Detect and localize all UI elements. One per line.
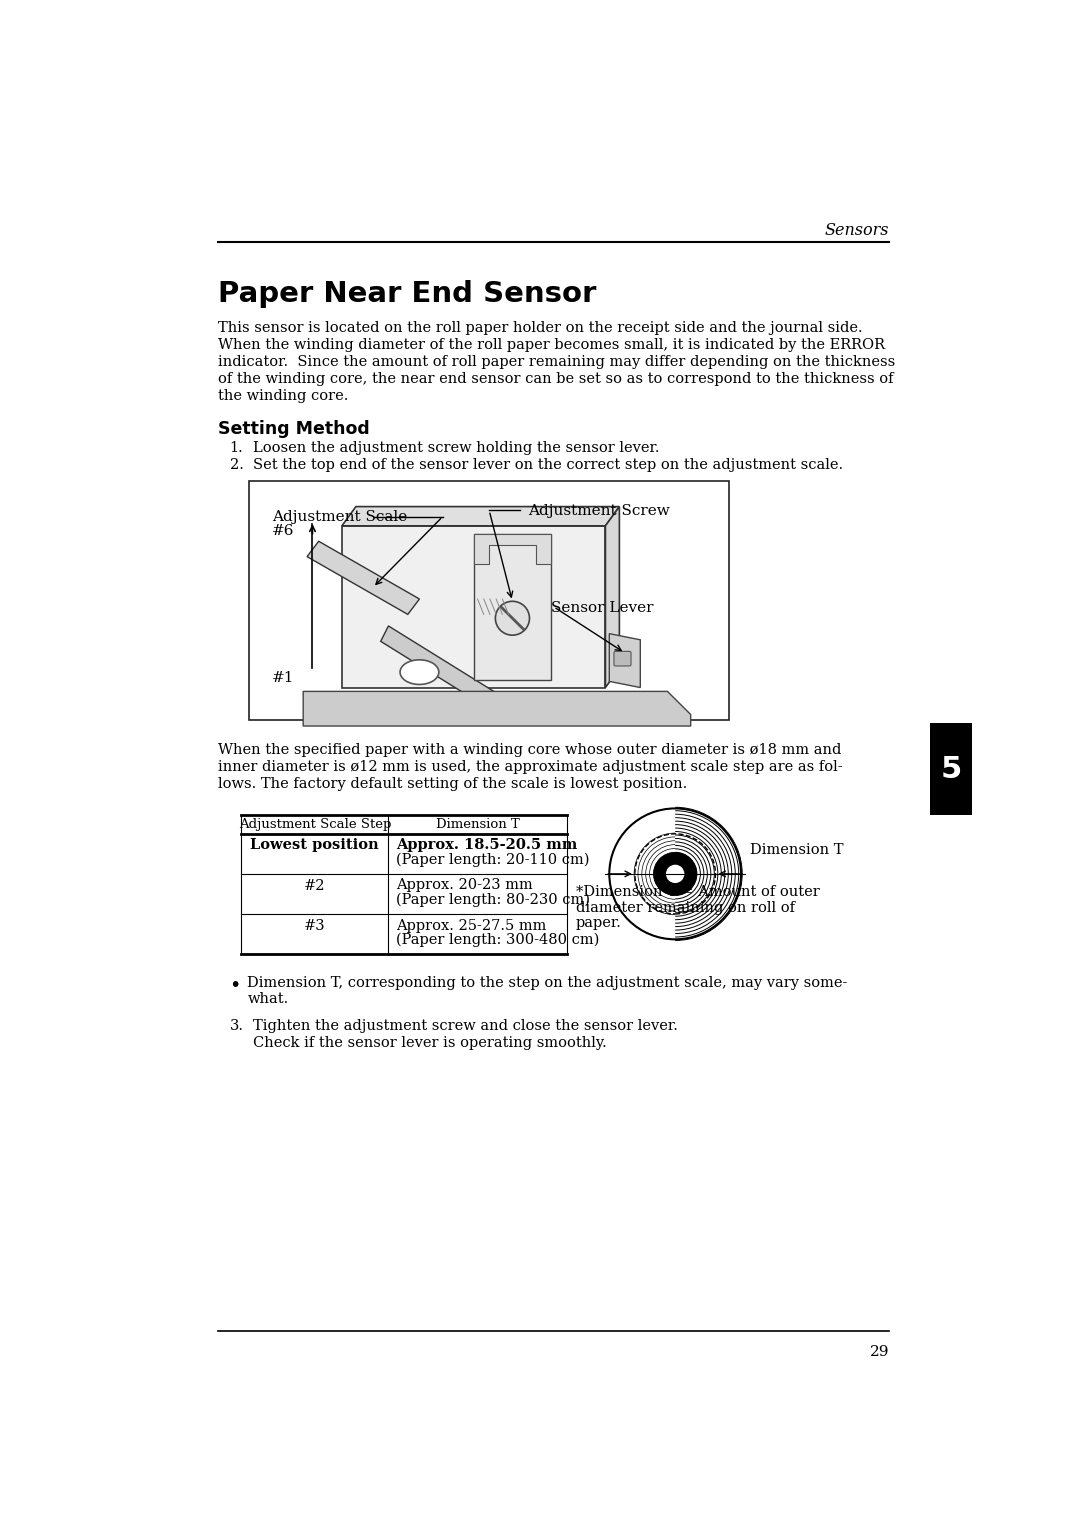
Polygon shape: [380, 625, 512, 719]
Text: #1: #1: [272, 671, 295, 685]
Text: Check if the sensor lever is operating smoothly.: Check if the sensor lever is operating s…: [253, 1036, 607, 1050]
Ellipse shape: [400, 659, 438, 684]
Text: 29: 29: [869, 1344, 889, 1360]
Text: Lowest position: Lowest position: [251, 839, 379, 852]
Text: 3.: 3.: [230, 1018, 244, 1033]
Text: 5: 5: [941, 754, 961, 783]
Text: lows. The factory default setting of the scale is lowest position.: lows. The factory default setting of the…: [218, 777, 687, 791]
Text: #3: #3: [303, 918, 325, 932]
Circle shape: [496, 601, 529, 635]
Text: the winding core.: the winding core.: [218, 389, 348, 403]
Polygon shape: [606, 506, 619, 687]
Text: 1.: 1.: [230, 442, 243, 455]
Text: Paper Near End Sensor: Paper Near End Sensor: [218, 281, 596, 308]
Text: Loosen the adjustment screw holding the sensor lever.: Loosen the adjustment screw holding the …: [253, 442, 659, 455]
Text: Dimension T: Dimension T: [435, 819, 519, 831]
Text: When the specified paper with a winding core whose outer diameter is ø18 mm and: When the specified paper with a winding …: [218, 744, 841, 757]
Polygon shape: [303, 691, 691, 727]
Text: Approx. 18.5-20.5 mm: Approx. 18.5-20.5 mm: [396, 839, 578, 852]
Text: 2.: 2.: [230, 458, 243, 472]
Text: Adjustment Scale Step: Adjustment Scale Step: [239, 819, 391, 831]
Text: Adjustment Screw: Adjustment Screw: [528, 504, 670, 518]
Text: Adjustment Scale: Adjustment Scale: [272, 510, 407, 524]
Text: Approx. 20-23 mm: Approx. 20-23 mm: [396, 878, 532, 892]
Text: Set the top end of the sensor lever on the correct step on the adjustment scale.: Set the top end of the sensor lever on t…: [253, 458, 842, 472]
Text: Approx. 25-27.5 mm: Approx. 25-27.5 mm: [396, 918, 546, 932]
Polygon shape: [342, 526, 606, 687]
Polygon shape: [474, 533, 551, 564]
Text: paper.: paper.: [576, 917, 622, 931]
Text: Sensor Lever: Sensor Lever: [551, 601, 653, 615]
Text: •: •: [230, 975, 241, 995]
Text: (Paper length: 300-480 cm): (Paper length: 300-480 cm): [396, 932, 599, 947]
Polygon shape: [609, 633, 640, 687]
Circle shape: [666, 866, 684, 883]
Bar: [248, 481, 729, 721]
Polygon shape: [307, 541, 419, 615]
Bar: [930, 724, 972, 816]
Text: This sensor is located on the roll paper holder on the receipt side and the jour: This sensor is located on the roll paper…: [218, 320, 863, 336]
Text: indicator.  Since the amount of roll paper remaining may differ depending on the: indicator. Since the amount of roll pape…: [218, 356, 895, 369]
Text: Dimension T, corresponding to the step on the adjustment scale, may vary some-: Dimension T, corresponding to the step o…: [247, 975, 848, 989]
Text: Dimension T: Dimension T: [751, 843, 843, 857]
Text: inner diameter is ø12 mm is used, the approximate adjustment scale step are as f: inner diameter is ø12 mm is used, the ap…: [218, 760, 842, 774]
FancyBboxPatch shape: [613, 652, 631, 665]
Text: *Dimension T = Amount of outer: *Dimension T = Amount of outer: [576, 886, 820, 900]
Polygon shape: [474, 533, 551, 679]
Text: #2: #2: [305, 878, 325, 892]
Polygon shape: [342, 506, 619, 526]
Circle shape: [656, 854, 696, 894]
Text: (Paper length: 80-230 cm): (Paper length: 80-230 cm): [396, 892, 590, 906]
Text: #6: #6: [272, 524, 295, 538]
Text: of the winding core, the near end sensor can be set so as to correspond to the t: of the winding core, the near end sensor…: [218, 373, 893, 386]
Text: Setting Method: Setting Method: [218, 420, 369, 437]
Text: diameter remaining on roll of: diameter remaining on roll of: [576, 901, 795, 915]
Text: Tighten the adjustment screw and close the sensor lever.: Tighten the adjustment screw and close t…: [253, 1018, 677, 1033]
Text: what.: what.: [247, 992, 288, 1007]
Text: (Paper length: 20-110 cm): (Paper length: 20-110 cm): [396, 852, 590, 866]
Text: When the winding diameter of the roll paper becomes small, it is indicated by th: When the winding diameter of the roll pa…: [218, 337, 885, 353]
Text: Sensors: Sensors: [824, 222, 889, 239]
